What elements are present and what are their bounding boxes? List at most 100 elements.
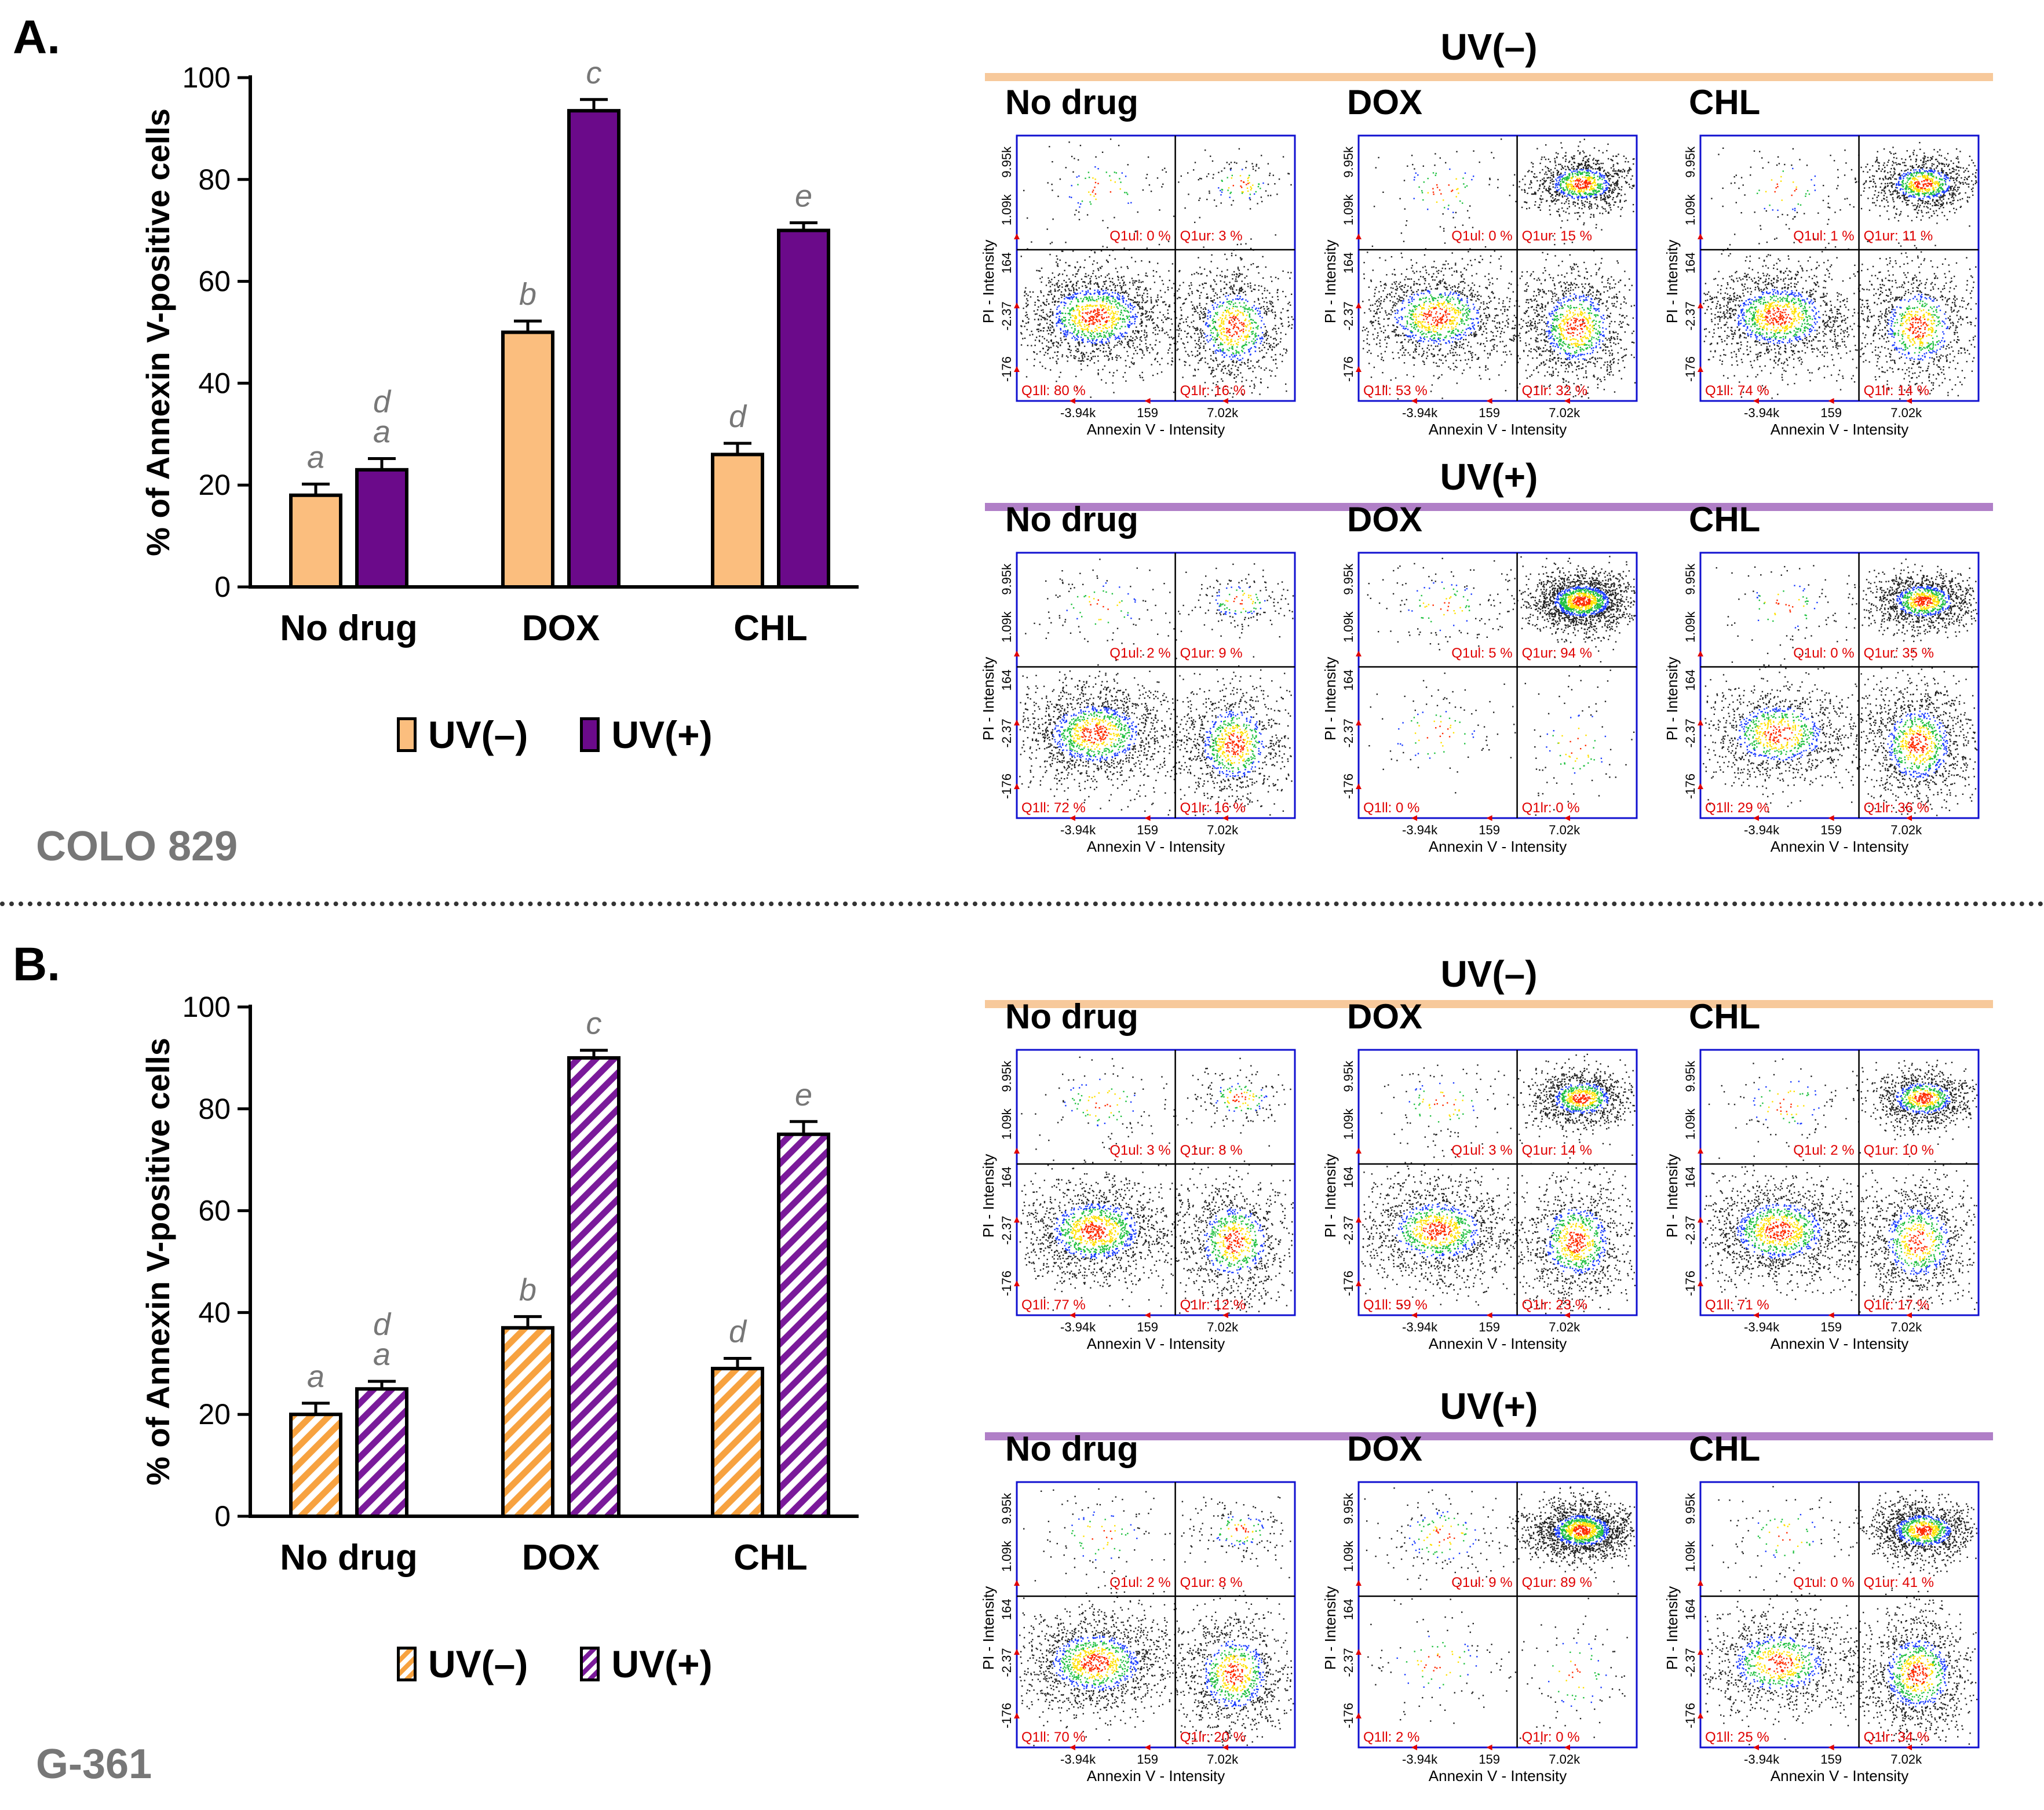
scatter-point: [1173, 342, 1176, 344]
scatter-point: [1112, 316, 1114, 318]
y-tick-label: 20: [198, 1398, 231, 1431]
scatter-point: [1091, 296, 1093, 298]
scatter-point: [1437, 301, 1439, 304]
scatter-point: [1122, 333, 1123, 335]
scatter-point: [1202, 283, 1203, 285]
scatter-point: [1289, 278, 1291, 279]
scatter-point: [1389, 293, 1390, 295]
scatter-point: [1078, 310, 1080, 312]
scatter-point: [1401, 341, 1403, 343]
scatter-point: [1568, 332, 1570, 334]
scatter-point: [1418, 353, 1420, 356]
scatter-point: [1380, 285, 1382, 287]
scatter-point: [1074, 158, 1075, 159]
scatter-point: [1097, 268, 1099, 269]
scatter-point: [1127, 324, 1129, 326]
scatter-point: [1393, 324, 1395, 327]
scatter-point: [1462, 308, 1464, 309]
scatter-point: [1077, 322, 1079, 324]
scatter-point: [1444, 337, 1446, 338]
scatter-point: [1454, 285, 1455, 287]
scatter-point: [1542, 291, 1544, 293]
scatter-point: [1230, 339, 1232, 341]
scatter-point: [1103, 292, 1105, 294]
scatter-point: [1426, 336, 1428, 338]
scatter-point: [1532, 324, 1534, 327]
scatter-point: [1594, 297, 1597, 299]
scatter-point: [1376, 311, 1378, 313]
scatter-point: [1189, 326, 1191, 328]
scatter-point: [1408, 335, 1410, 337]
scatter-point: [1072, 294, 1074, 296]
scatter-point: [1063, 333, 1065, 334]
scatter-point: [1478, 298, 1480, 301]
scatter-point: [1585, 318, 1587, 320]
scatter-point: [1609, 355, 1611, 356]
scatter-point: [1529, 325, 1531, 327]
scatter-point: [1401, 273, 1403, 275]
scatter-point: [1549, 273, 1550, 276]
scatter-point: [1127, 194, 1129, 195]
scatter-point: [1422, 333, 1424, 335]
scatter-point: [1563, 295, 1565, 297]
scatter-point: [1214, 339, 1217, 341]
scatter-point: [1200, 311, 1202, 312]
scatter-point: [1474, 354, 1476, 356]
scatter-point: [1278, 343, 1279, 345]
scatter-point: [1126, 315, 1128, 318]
scatter-point: [1368, 299, 1370, 301]
scatter-point: [1125, 380, 1127, 382]
scatter-point: [1208, 324, 1210, 326]
scatter-point: [1280, 338, 1282, 340]
scatter-point: [1609, 368, 1612, 370]
scatter-point: [1443, 306, 1445, 308]
scatter-point: [1461, 337, 1463, 338]
scatter-point: [1216, 330, 1218, 331]
scatter-point: [1438, 366, 1440, 367]
scatter-point: [1461, 322, 1463, 324]
scatter-point: [1199, 217, 1200, 218]
scatter-point: [1553, 349, 1555, 351]
scatter-point: [1199, 304, 1200, 306]
scatter-point: [1220, 202, 1222, 204]
scatter-point: [1459, 299, 1461, 301]
scatter-point: [1434, 334, 1436, 336]
scatter-point: [1587, 291, 1589, 294]
scatter-point: [1451, 297, 1454, 298]
scatter-point: [1120, 357, 1122, 359]
scatter-point: [1412, 271, 1414, 272]
y-axis-title: PI - Intensity: [980, 240, 997, 324]
scatter-point: [1559, 336, 1561, 338]
scatter-point: [1144, 302, 1146, 304]
scatter-point: [1536, 329, 1538, 330]
scatter-point: [1200, 273, 1202, 275]
scatter-point: [1439, 313, 1441, 315]
scatter-point: [1254, 289, 1256, 290]
scatter-point: [1429, 338, 1431, 340]
scatter-point: [1519, 278, 1521, 279]
scatter-point: [1115, 268, 1117, 269]
scatter-point: [1051, 332, 1053, 334]
scatter-point: [1604, 379, 1606, 381]
scatter-point: [1120, 267, 1122, 268]
scatter-point: [1155, 329, 1156, 331]
scatter-point: [1460, 271, 1462, 273]
scatter-point: [1624, 271, 1626, 272]
scatter-point: [1236, 351, 1238, 352]
scatter-point: [1088, 296, 1090, 298]
scatter-point: [1460, 318, 1462, 320]
scatter-point: [1261, 155, 1262, 156]
scatter-point: [1380, 300, 1382, 302]
scatter-point: [1057, 265, 1059, 267]
scatter-point: [1428, 283, 1430, 285]
scatter-point: [1179, 270, 1181, 272]
scatter-point: [1571, 300, 1572, 302]
scatter-point: [1104, 355, 1105, 357]
scatter-point: [1087, 364, 1089, 367]
scatter-point: [1458, 291, 1460, 293]
scatter-point: [1367, 251, 1368, 253]
scatter-point: [1441, 316, 1443, 318]
scatter-point: [1444, 287, 1446, 289]
scatter-point: [1490, 340, 1491, 342]
scatter-point: [1480, 325, 1481, 327]
